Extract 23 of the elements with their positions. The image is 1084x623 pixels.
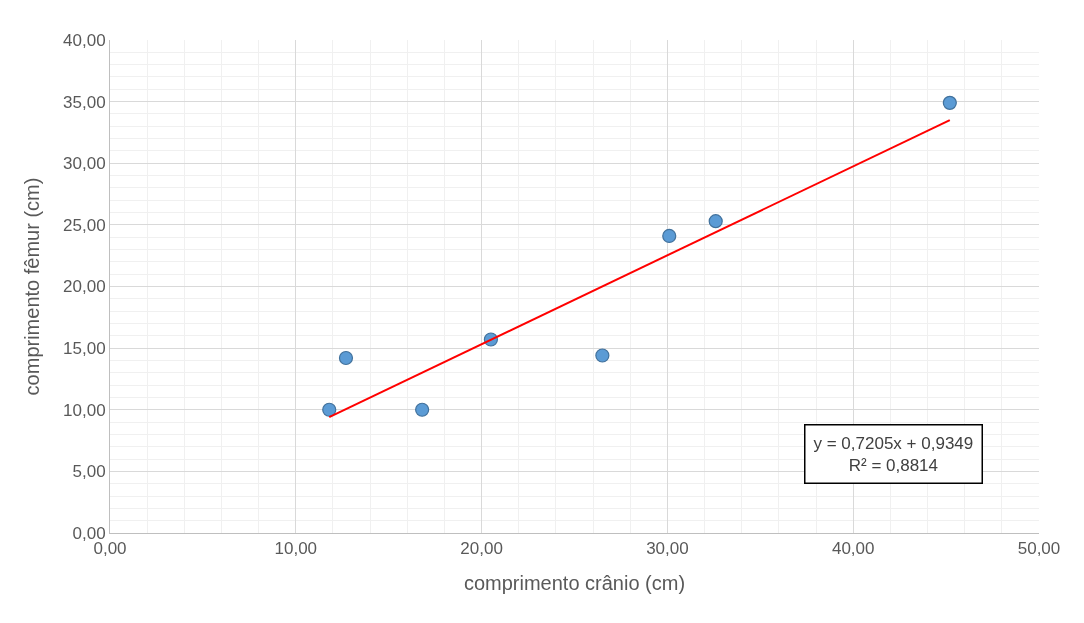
y-tick-label: 35,00 [63,92,106,112]
x-tick-label: 50,00 [1017,539,1061,559]
y-tick-label: 10,00 [63,400,106,420]
x-tick-label: 20,00 [460,539,503,559]
y-tick-label: 30,00 [63,154,106,174]
point [322,402,337,417]
point [662,228,677,244]
y-tick-label: 5,00 [72,462,106,482]
point [942,95,957,110]
point [338,350,354,366]
y-axis-title: comprimento fêmur (cm) [20,177,43,396]
x-axis-title: comprimento crânio (cm) [463,571,686,594]
y-tick-label: 25,00 [63,215,106,235]
x-tick-label: 30,00 [646,539,689,559]
y-tick-label: 15,00 [63,339,106,359]
y-tick-label: 20,00 [63,277,106,297]
point [415,402,430,417]
x-tick-label: 10,00 [274,539,318,559]
x-tick-label: 40,00 [831,539,875,559]
y-tick-label: 40,00 [63,30,106,50]
annotation: y = 0,7205x + 0,9349 R² = 0,8814 [813,433,974,475]
point [595,348,610,363]
point [708,214,723,229]
